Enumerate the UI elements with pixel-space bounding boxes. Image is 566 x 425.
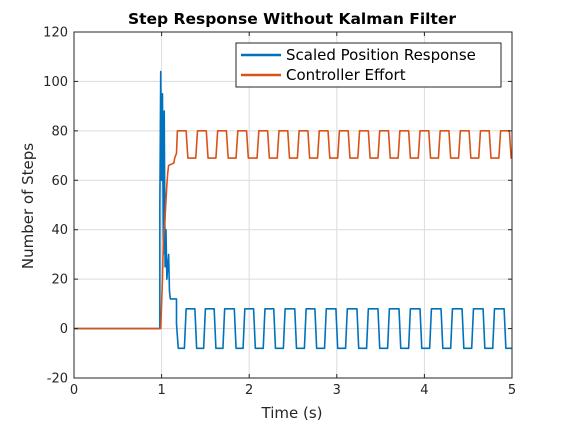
y-tick-label: 20 xyxy=(51,273,68,288)
y-tick-label: 60 xyxy=(51,174,68,189)
x-tick-label: 2 xyxy=(245,383,253,398)
y-tick-label: 80 xyxy=(51,124,68,139)
x-tick-label: 1 xyxy=(157,383,165,398)
y-tick-label: 100 xyxy=(43,75,68,90)
plot-area xyxy=(74,32,512,378)
y-tick-label: 120 xyxy=(43,26,68,41)
y-tick-label: -20 xyxy=(47,372,68,387)
x-tick-label: 3 xyxy=(333,383,341,398)
x-tick-label: 4 xyxy=(420,383,428,398)
legend-box xyxy=(235,42,502,88)
legend: Scaled Position Response Controller Effo… xyxy=(235,42,502,88)
axes-frame xyxy=(73,31,513,379)
series-line-scaled-position-response xyxy=(74,70,512,350)
chart-title: Step Response Without Kalman Filter xyxy=(128,10,456,28)
legend-label-scaled-position-response: Scaled Position Response xyxy=(286,46,476,64)
y-tick-label: 0 xyxy=(60,322,68,337)
series-line-controller-effort xyxy=(74,130,512,330)
series-layer xyxy=(74,70,512,350)
x-tick-label: 5 xyxy=(508,383,516,398)
x-axis-label: Time (s) xyxy=(261,404,323,422)
y-axis-label: Number of Steps xyxy=(19,143,37,269)
y-tick-label: 40 xyxy=(51,223,68,238)
legend-label-controller-effort: Controller Effort xyxy=(286,66,406,84)
x-tick-label: 0 xyxy=(70,383,78,398)
